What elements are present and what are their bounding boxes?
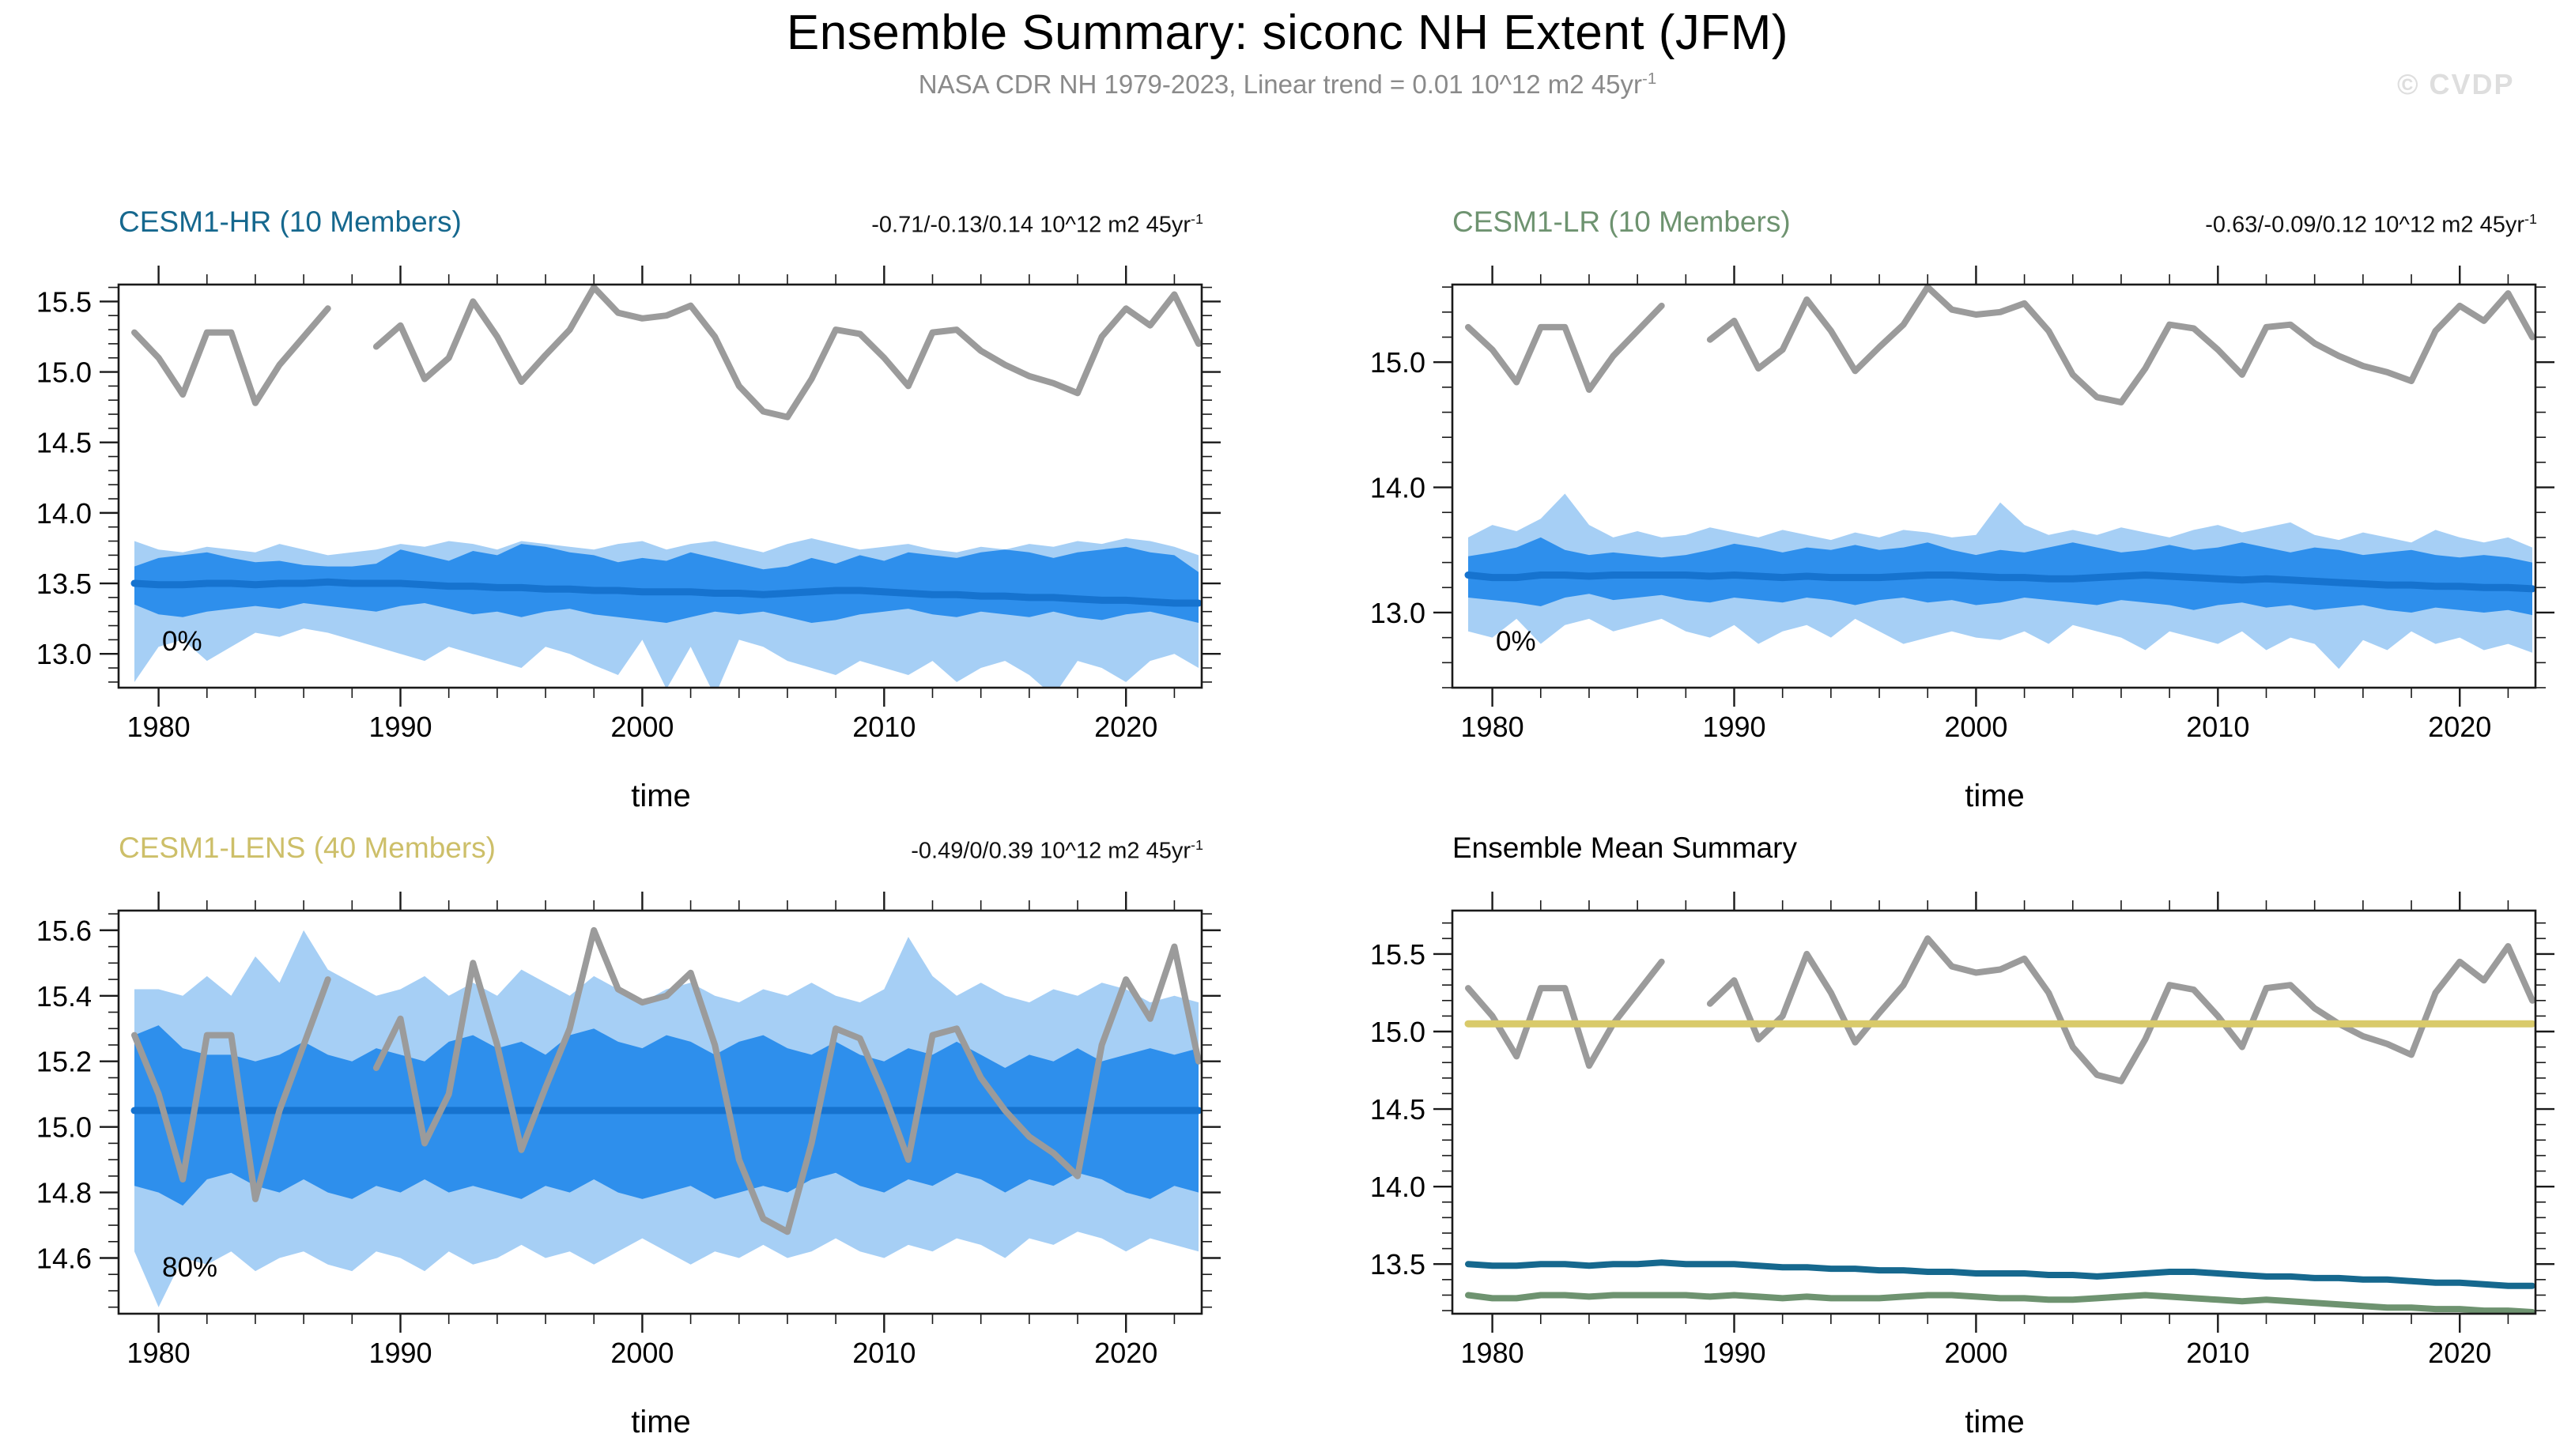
- y-tick-label: 14.5: [36, 427, 92, 459]
- y-tick-label: 15.4: [36, 980, 92, 1013]
- panel-ensemble-mean-summary: Ensemble Mean Summary 1980 1990 2000 2010 20…: [1334, 816, 2575, 1448]
- panel-title: CESM1-LR (10 Members): [1452, 206, 1791, 238]
- x-tick-label: 1980: [127, 1337, 191, 1369]
- panel-title: CESM1-LENS (40 Members): [119, 832, 496, 864]
- x-tick-label: 2000: [1944, 711, 2007, 743]
- y-tick-label: 14.5: [1370, 1093, 1425, 1126]
- x-tick-label: 2010: [2186, 1337, 2249, 1369]
- x-tick-label: 2000: [1944, 1337, 2007, 1369]
- page-subtitle: NASA CDR NH 1979-2023, Linear trend = 0.…: [918, 70, 1657, 99]
- plot-canvas-cesm1-lr: 1980 1990 2000 2010 2020 13.0 14.0 15.0: [1370, 266, 2554, 743]
- panel-cesm1-hr: CESM1-HR (10 Members) -0.71/-0.13/0.14 1…: [0, 190, 1265, 822]
- x-tick-label: 2010: [852, 711, 916, 743]
- y-tick-label: 13.5: [1370, 1248, 1425, 1281]
- x-tick-label: 1990: [368, 711, 432, 743]
- x-axis-title: time: [1965, 1405, 2025, 1439]
- x-axis-title: time: [631, 779, 691, 813]
- y-tick-label: 15.0: [1370, 1016, 1425, 1048]
- x-axis-title: time: [631, 1405, 691, 1439]
- y-tick-label: 14.0: [1370, 1171, 1425, 1203]
- ensemble-mean: [1464, 571, 2535, 593]
- trend-label: -0.49/0/0.39 10^12 m2 45yr-1: [911, 837, 1203, 864]
- y-tick-label: 15.0: [36, 356, 92, 389]
- cesm1-lr-mean: [1465, 1292, 2535, 1314]
- obs-rank-percent-label: 0%: [1496, 626, 1536, 657]
- y-tick-label: 13.0: [36, 638, 92, 670]
- cesm1-hr-mean: [1465, 1259, 2535, 1289]
- x-tick-label: 2020: [1094, 1337, 1157, 1369]
- obs-rank-percent-label: 80%: [162, 1252, 218, 1283]
- x-tick-label: 2020: [2428, 1337, 2491, 1369]
- y-tick-label: 13.0: [1370, 597, 1425, 629]
- observations: [131, 926, 1202, 1235]
- x-tick-label: 1980: [1461, 1337, 1524, 1369]
- x-tick-label: 2000: [610, 711, 674, 743]
- y-tick-label: 14.0: [36, 497, 92, 530]
- plot-frame: [117, 283, 1203, 689]
- obs-rank-percent-label: 0%: [162, 626, 202, 657]
- plot-canvas-cesm1-hr: 1980 1990 2000 2010 2020 13.0 13.5 14.0 14.5 15.0…: [36, 266, 1221, 743]
- x-axis-title: time: [1965, 779, 2025, 813]
- x-tick-label: 2010: [852, 1337, 916, 1369]
- cvdp-watermark: © CVDP: [2397, 68, 2515, 100]
- plot-canvas-cesm1-lens: 1980 1990 2000 2010 2020 14.6 14.8 15.0 15.2 15.4…: [36, 892, 1221, 1369]
- plot-frame: [117, 909, 1203, 1315]
- y-tick-label: 15.2: [36, 1046, 92, 1078]
- x-tick-label: 1980: [127, 711, 191, 743]
- page-title: Ensemble Summary: siconc NH Extent (JFM): [786, 6, 1789, 60]
- panel-cesm1-lens: CESM1-LENS (40 Members) -0.49/0/0.39 10^…: [0, 816, 1265, 1448]
- panel-title: Ensemble Mean Summary: [1452, 832, 1797, 864]
- ensemble-spread: [134, 1025, 1199, 1206]
- plot-canvas-summary: 1980 1990 2000 2010 2020 13.5 14.0 14.5 15.0 15.5: [1370, 892, 2554, 1369]
- x-tick-label: 2020: [1094, 711, 1157, 743]
- y-tick-label: 14.6: [36, 1243, 92, 1275]
- observations: [1465, 285, 2535, 405]
- x-tick-label: 1990: [1702, 711, 1765, 743]
- trend-label: -0.71/-0.13/0.14 10^12 m2 45yr-1: [871, 211, 1203, 238]
- x-tick-label: 2020: [2428, 711, 2491, 743]
- y-tick-label: 15.0: [1370, 346, 1425, 379]
- x-tick-label: 2000: [610, 1337, 674, 1369]
- observations: [1465, 935, 2535, 1084]
- panel-cesm1-lr: CESM1-LR (10 Members) -0.63/-0.09/0.12 1…: [1334, 190, 2575, 822]
- y-tick-label: 15.0: [36, 1111, 92, 1144]
- panel-title: CESM1-HR (10 Members): [119, 206, 462, 238]
- x-tick-label: 1980: [1461, 711, 1524, 743]
- y-tick-label: 13.5: [36, 568, 92, 600]
- plot-frame: [1451, 283, 2537, 689]
- y-tick-label: 15.5: [1370, 938, 1425, 971]
- y-tick-label: 15.6: [36, 915, 92, 947]
- observations: [131, 285, 1202, 421]
- ensemble-mean: [130, 578, 1202, 607]
- y-tick-label: 15.5: [36, 285, 92, 318]
- x-tick-label: 2010: [2186, 711, 2249, 743]
- y-tick-label: 14.8: [36, 1177, 92, 1209]
- trend-label: -0.63/-0.09/0.12 10^12 m2 45yr-1: [2205, 211, 2537, 238]
- x-tick-label: 1990: [368, 1337, 432, 1369]
- ensemble-spread: [134, 544, 1199, 623]
- plot-frame: [1451, 909, 2537, 1315]
- y-tick-label: 14.0: [1370, 472, 1425, 504]
- x-tick-label: 1990: [1702, 1337, 1765, 1369]
